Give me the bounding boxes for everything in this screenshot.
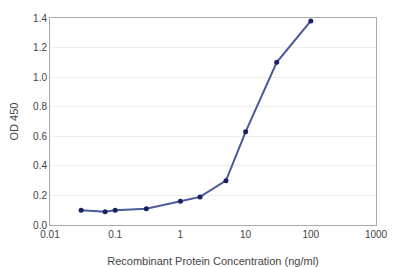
svg-text:0.4: 0.4 (33, 160, 47, 171)
svg-text:0.01: 0.01 (40, 229, 60, 240)
svg-text:1000: 1000 (365, 229, 388, 240)
svg-text:OD 450: OD 450 (8, 103, 20, 141)
svg-text:0.6: 0.6 (33, 131, 47, 142)
svg-text:1.2: 1.2 (33, 42, 47, 53)
svg-text:0.0: 0.0 (33, 220, 47, 231)
svg-text:Recombinant Protein Concentrat: Recombinant Protein Concentration (ng/ml… (107, 255, 319, 267)
svg-text:0.1: 0.1 (108, 229, 122, 240)
svg-text:0.2: 0.2 (33, 190, 47, 201)
svg-text:1: 1 (178, 229, 184, 240)
svg-text:1.0: 1.0 (33, 72, 47, 83)
svg-text:1.4: 1.4 (33, 13, 47, 24)
svg-text:10: 10 (240, 229, 252, 240)
svg-text:0.8: 0.8 (33, 101, 47, 112)
svg-text:100: 100 (302, 229, 319, 240)
